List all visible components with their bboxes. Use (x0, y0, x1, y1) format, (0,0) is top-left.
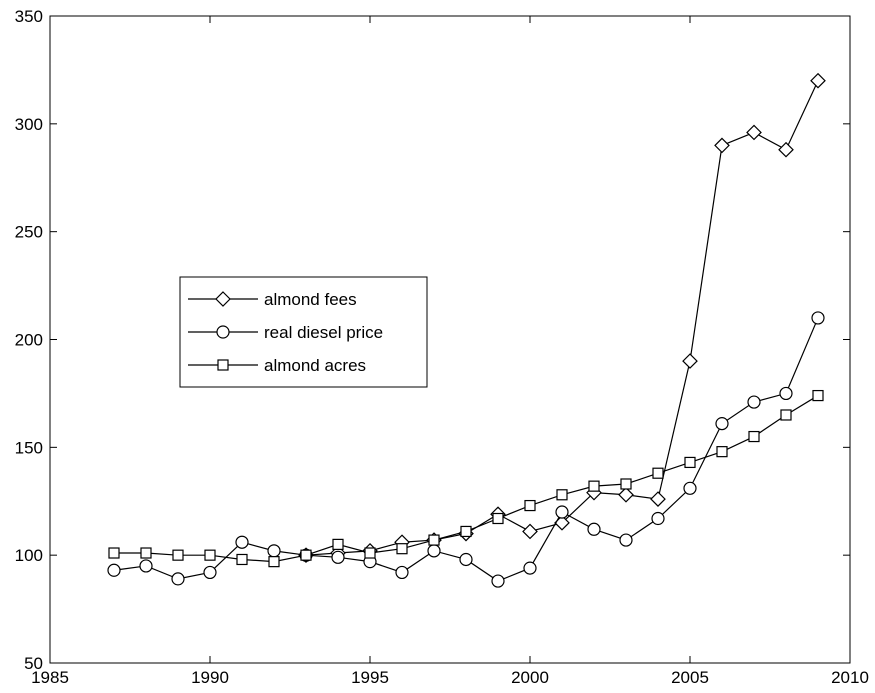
data-point (269, 557, 279, 567)
data-point (747, 125, 761, 139)
data-point (652, 513, 664, 525)
x-tick-label: 1990 (191, 668, 229, 687)
data-point (365, 548, 375, 558)
data-point (619, 488, 633, 502)
y-tick-label: 350 (15, 7, 43, 26)
data-point (204, 566, 216, 578)
data-point (301, 550, 311, 560)
data-point (717, 447, 727, 457)
data-point (621, 479, 631, 489)
data-point (428, 545, 440, 557)
data-point (109, 548, 119, 558)
data-point (812, 312, 824, 324)
data-point (715, 138, 729, 152)
data-point (557, 490, 567, 500)
data-point (396, 566, 408, 578)
data-point (588, 523, 600, 535)
data-point (236, 536, 248, 548)
data-point (141, 548, 151, 558)
data-point (333, 539, 343, 549)
data-point (685, 457, 695, 467)
data-point (493, 514, 503, 524)
data-point (556, 506, 568, 518)
legend-marker (218, 360, 228, 370)
data-point (523, 524, 537, 538)
data-point (268, 545, 280, 557)
data-point (779, 143, 793, 157)
data-point (813, 391, 823, 401)
data-point (748, 396, 760, 408)
legend-label: real diesel price (264, 323, 383, 342)
data-point (781, 410, 791, 420)
y-tick-label: 200 (15, 331, 43, 350)
plot-frame (50, 16, 850, 663)
data-point (620, 534, 632, 546)
data-point (461, 526, 471, 536)
data-point (651, 492, 665, 506)
data-point (429, 535, 439, 545)
x-tick-label: 2010 (831, 668, 869, 687)
data-point (108, 564, 120, 576)
y-axis: 50 100 150 200 250 300 350 (15, 7, 850, 673)
data-point (492, 575, 504, 587)
data-point (524, 562, 536, 574)
data-point (653, 468, 663, 478)
x-axis: 1985 1990 1995 2000 2005 2010 (31, 16, 869, 687)
data-point (684, 482, 696, 494)
x-tick-label: 2005 (671, 668, 709, 687)
data-point (460, 553, 472, 565)
data-point (237, 554, 247, 564)
data-point (205, 550, 215, 560)
data-point (589, 481, 599, 491)
data-point (780, 387, 792, 399)
data-point (716, 418, 728, 430)
y-tick-label: 150 (15, 438, 43, 457)
data-point (172, 573, 184, 585)
data-point (749, 432, 759, 442)
legend-label: almond acres (264, 356, 366, 375)
legend: almond fees real diesel price almond acres (180, 277, 427, 387)
data-point (811, 74, 825, 88)
y-tick-label: 100 (15, 546, 43, 565)
y-tick-label: 250 (15, 223, 43, 242)
legend-label: almond fees (264, 290, 357, 309)
data-point (525, 501, 535, 511)
data-point (332, 551, 344, 563)
data-point (397, 544, 407, 554)
data-point (140, 560, 152, 572)
x-tick-label: 1995 (351, 668, 389, 687)
legend-marker (217, 326, 229, 338)
y-tick-label: 300 (15, 115, 43, 134)
x-tick-label: 2000 (511, 668, 549, 687)
data-point (683, 354, 697, 368)
data-point (173, 550, 183, 560)
y-tick-label: 50 (24, 654, 43, 673)
